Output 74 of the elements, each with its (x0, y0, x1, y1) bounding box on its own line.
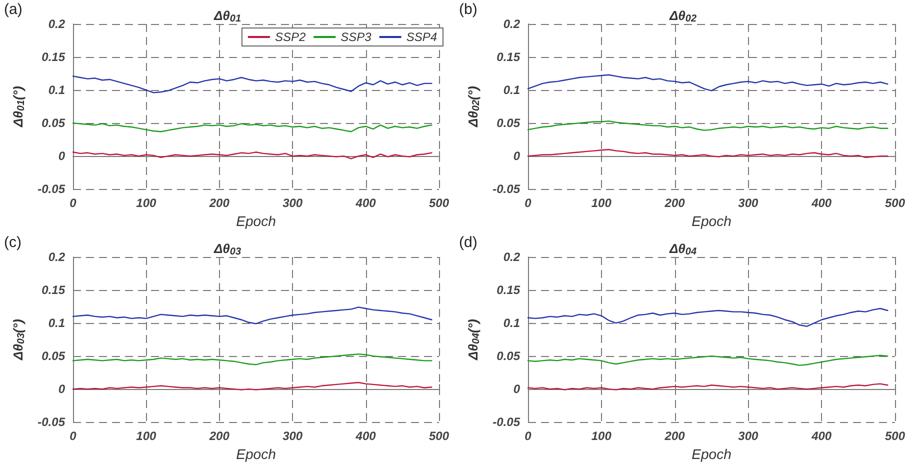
x-tick-label: 0 (524, 196, 532, 210)
x-axis-title: Epoch (236, 213, 276, 229)
y-tick-label: 0.15 (496, 50, 520, 64)
y-tick-label: 0.1 (48, 83, 66, 98)
line-series (72, 353, 432, 366)
x-tick-label: 300 (738, 429, 759, 444)
y-tick-label: 0.1 (48, 316, 66, 330)
x-tick-label: 100 (136, 196, 157, 210)
y-tick-label: -0.05 (38, 415, 66, 430)
legend-label: SSP3 (340, 30, 372, 44)
y-tick-label: 0 (513, 149, 520, 164)
x-tick-label: 500 (884, 429, 906, 444)
y-tick-label: 0 (58, 149, 66, 164)
line-series (72, 122, 432, 132)
line-series (527, 354, 888, 366)
x-tick-label: 200 (664, 429, 686, 444)
y-tick-label: -0.05 (492, 182, 520, 196)
y-tick-label: 0.2 (48, 17, 66, 31)
y-axis-title: Δθ03(°) (10, 319, 28, 362)
x-tick-label: 200 (664, 196, 686, 210)
x-tick-label: 500 (428, 196, 450, 210)
line-series (72, 382, 432, 390)
x-tick-label: 200 (208, 196, 230, 210)
x-tick-label: 100 (136, 429, 157, 444)
legend-label: SSP4 (406, 30, 438, 44)
x-tick-label: 300 (282, 196, 303, 210)
y-tick-label: 0.15 (496, 283, 520, 298)
y-tick-label: 0.1 (503, 83, 520, 98)
y-tick-label: 0 (58, 382, 66, 396)
y-tick-label: 0.15 (42, 50, 66, 64)
x-axis-title: Epoch (692, 446, 732, 462)
line-series (72, 76, 432, 94)
y-axis-title: Δθ01(°) (10, 86, 28, 128)
line-series (72, 306, 432, 324)
x-tick-label: 400 (810, 429, 832, 444)
x-tick-label: 400 (810, 196, 832, 210)
x-tick-label: 100 (591, 196, 612, 210)
line-series (527, 120, 888, 131)
y-axis-title: Δθ04(°) (466, 319, 482, 362)
x-tick-label: 100 (591, 429, 612, 444)
line-series (72, 152, 432, 160)
x-tick-label: 0 (524, 429, 532, 444)
x-axis-title: Epoch (236, 446, 276, 462)
x-tick-label: 300 (282, 429, 303, 444)
x-tick-label: 500 (884, 196, 906, 210)
text: (d) (459, 234, 478, 251)
y-tick-label: 0.2 (48, 250, 66, 264)
y-tick-label: 0.2 (503, 250, 520, 264)
x-tick-label: 400 (354, 196, 376, 210)
y-tick-label: 0.05 (42, 116, 66, 130)
line-series (527, 308, 888, 327)
legend-label: SSP2 (274, 30, 306, 44)
x-tick-label: 400 (354, 429, 376, 444)
y-axis-title: Δθ02(°) (466, 86, 482, 128)
text: (a) (4, 1, 22, 18)
x-tick-label: 500 (428, 429, 450, 444)
text: (b) (459, 1, 478, 18)
y-tick-label: 0.05 (42, 349, 66, 364)
y-tick-label: 0.05 (496, 116, 520, 130)
x-tick-label: 0 (70, 429, 77, 444)
line-series (527, 74, 888, 92)
x-axis-title: Epoch (692, 213, 732, 229)
y-tick-label: -0.05 (38, 182, 66, 196)
y-tick-label: 0.15 (42, 283, 66, 298)
y-tick-label: 0 (513, 382, 520, 396)
y-tick-label: 0.05 (496, 349, 520, 364)
y-tick-label: -0.05 (492, 415, 520, 430)
y-tick-label: 0.2 (503, 17, 520, 31)
y-tick-label: 0.1 (503, 316, 520, 330)
text: (c) (4, 234, 22, 251)
x-tick-label: 0 (70, 196, 77, 210)
x-tick-label: 300 (738, 196, 759, 210)
line-series (527, 148, 888, 158)
x-tick-label: 200 (208, 429, 230, 444)
